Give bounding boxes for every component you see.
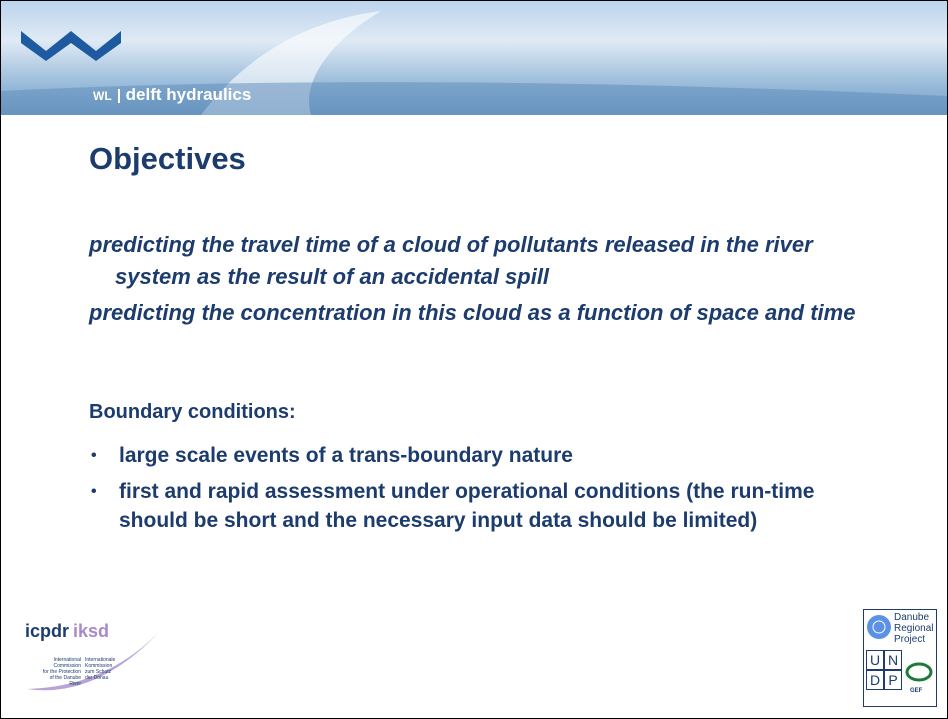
objective: predicting the concentration in this clo… [89, 297, 879, 329]
logo-name-b: iksd [73, 621, 109, 641]
project-line: Project [894, 634, 933, 645]
undp-letter: N [884, 650, 902, 670]
boundary-item: first and rapid assessment under operati… [89, 477, 889, 535]
boundary-heading: Boundary conditions: [89, 401, 296, 424]
undp-letter: U [866, 650, 884, 670]
header-band: WL delft hydraulics [1, 1, 947, 115]
slide: WL delft hydraulics Objectives predicting… [0, 0, 948, 719]
brand-name: delft hydraulics [126, 85, 252, 104]
boundary-item: large scale events of a trans-boundary n… [89, 441, 889, 470]
objective: predicting the travel time of a cloud of… [89, 229, 879, 293]
slide-title: Objectives [89, 141, 246, 177]
undp-letter: P [884, 670, 902, 690]
caption-line: der Donau [85, 675, 115, 681]
brand: WL delft hydraulics [93, 85, 251, 105]
boundary-list: large scale events of a trans-boundary n… [89, 441, 889, 542]
gef-emblem [904, 660, 934, 686]
caption-line: of the Danube River [37, 675, 81, 687]
un-emblem [866, 614, 892, 640]
objectives: predicting the travel time of a cloud of… [89, 229, 879, 333]
undp-letter: D [866, 670, 884, 690]
brand-abbr: WL [93, 89, 120, 103]
project-line: Regional [894, 623, 933, 634]
gef-label: GEF [910, 688, 922, 694]
logo-name-a: icpdr [25, 621, 69, 641]
project-line: Danube [894, 612, 933, 623]
